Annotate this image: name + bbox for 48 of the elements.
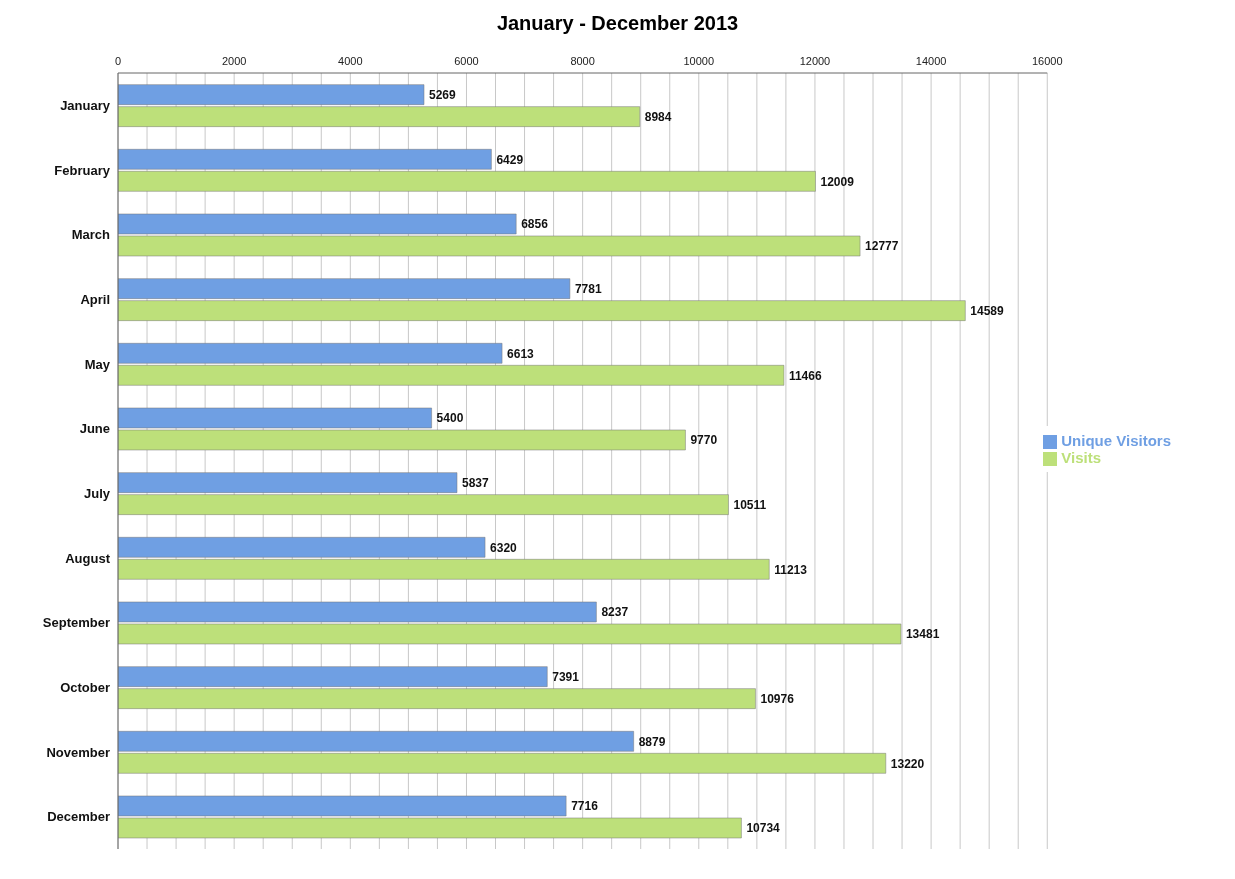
- x-tick-label: 6000: [454, 55, 479, 67]
- x-tick-label: 14000: [915, 55, 947, 67]
- data-label: 5269: [429, 87, 457, 102]
- y-tick-label: May: [84, 356, 111, 372]
- data-label: 11213: [774, 562, 808, 577]
- data-label: 13481: [905, 627, 940, 642]
- y-tick-label: December: [47, 809, 110, 825]
- x-tick-label: 8000: [570, 55, 595, 67]
- x-tick-label: 4000: [338, 55, 363, 67]
- y-tick-label: January: [60, 97, 111, 113]
- x-tick-label: 12000: [799, 55, 831, 67]
- y-tick-label: September: [42, 615, 110, 631]
- y-tick-label: June: [79, 421, 110, 437]
- y-tick-label: April: [80, 291, 110, 307]
- data-label: 6856: [521, 217, 549, 232]
- data-label: 10976: [760, 691, 795, 706]
- data-label: 12009: [820, 174, 855, 189]
- x-tick-label: 0: [114, 55, 122, 67]
- x-tick-label: 10000: [683, 55, 715, 67]
- data-label: 5400: [436, 411, 464, 426]
- data-label: 13220: [890, 756, 925, 771]
- y-tick-label: November: [46, 744, 110, 760]
- data-label: 10511: [733, 497, 767, 512]
- legend-label: Unique Visitors: [1061, 431, 1171, 449]
- data-label: 7391: [552, 669, 580, 684]
- data-label: 7716: [571, 799, 599, 814]
- data-label: 7781: [574, 281, 602, 296]
- data-label: 8984: [644, 109, 672, 124]
- data-label: 12777: [865, 239, 899, 254]
- data-label: 6613: [507, 346, 535, 361]
- y-tick-label: July: [83, 485, 111, 501]
- data-label: 11466: [788, 368, 822, 383]
- data-label: 8879: [638, 734, 666, 749]
- data-label: 10734: [746, 821, 781, 836]
- x-tick-label: 2000: [221, 55, 247, 67]
- x-tick-label: 16000: [1031, 55, 1063, 67]
- y-tick-label: February: [54, 162, 111, 178]
- data-label: 6320: [490, 540, 518, 555]
- data-label: 8237: [601, 605, 629, 620]
- y-tick-label: October: [60, 679, 110, 695]
- y-tick-label: March: [71, 227, 111, 243]
- legend-label: Visits: [1061, 449, 1101, 466]
- data-label: 14589: [970, 303, 1004, 318]
- data-label: 6429: [496, 152, 524, 167]
- data-label: 9770: [690, 433, 718, 448]
- chart-title: January - December 2013: [495, 12, 740, 35]
- y-tick-label: August: [65, 550, 111, 566]
- data-label: 5837: [462, 475, 490, 490]
